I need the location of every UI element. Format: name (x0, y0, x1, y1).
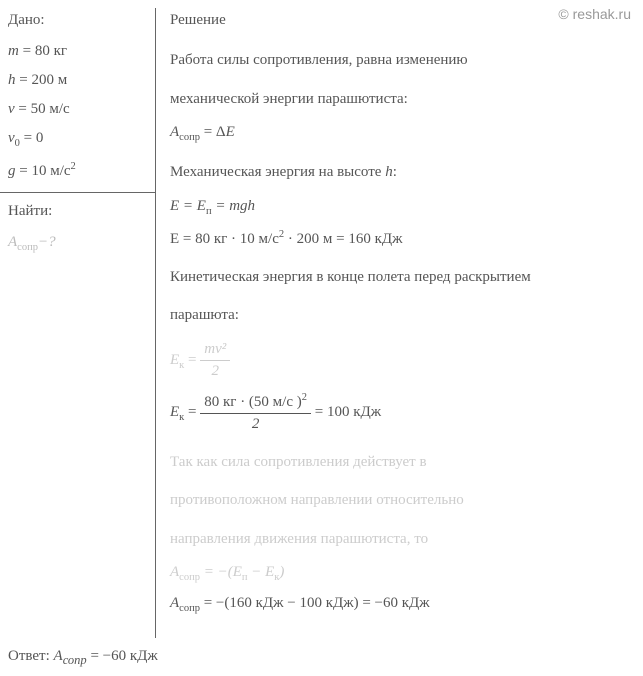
vertical-divider (155, 8, 156, 638)
solution-column: Решение Работа силы сопротивления, равна… (156, 4, 643, 640)
solution-text-4a: Так как сила сопротивления действует в (170, 445, 633, 480)
given-row-v0: v0 = 0 (8, 130, 148, 149)
solution-text-4b: противоположном направлении относительно (170, 483, 633, 518)
given-column: Дано: m = 80 кг h = 200 м v = 50 м/с v0 … (0, 4, 156, 640)
find-title: Найти: (8, 203, 148, 220)
given-row-m: m = 80 кг (8, 43, 148, 60)
given-row-g: g = 10 м/с2 (8, 161, 148, 180)
formula-eq2: E = Eп = mgh (170, 198, 633, 217)
horizontal-divider (0, 192, 156, 193)
solution-text-3b: парашюта: (170, 298, 633, 333)
solution-text-2: Механическая энергия на высоте h: (170, 155, 633, 190)
formula-eq3: E = 80 кг · 10 м/с2 · 200 м = 160 кДж (170, 229, 633, 248)
answer-label: Ответ: (8, 648, 50, 664)
formula-eq4: Eк = mv² 2 (170, 341, 633, 380)
find-row: Aсопр−? (8, 234, 148, 253)
solution-text-1b: механической энергии парашютиста: (170, 82, 633, 117)
given-row-h: h = 200 м (8, 72, 148, 89)
watermark-text: © reshak.ru (558, 6, 631, 22)
formula-eq1: Aсопр = ΔE (170, 124, 633, 143)
solution-text-1a: Работа силы сопротивления, равна изменен… (170, 43, 633, 78)
solution-text-3a: Кинетическая энергия в конце полета пере… (170, 260, 633, 295)
given-row-v: v = 50 м/с (8, 101, 148, 118)
answer-formula: Aсопр = −60 кДж (54, 648, 158, 664)
formula-eq7: Aсопр = −(160 кДж − 100 кДж) = −60 кДж (170, 595, 633, 614)
given-title: Дано: (8, 12, 148, 29)
main-container: Дано: m = 80 кг h = 200 м v = 50 м/с v0 … (0, 0, 643, 640)
answer-row: Ответ: Aсопр = −60 кДж (0, 640, 643, 676)
solution-text-4c: направления движения парашютиста, то (170, 522, 633, 557)
formula-eq5: Eк = 80 кг · (50 м/с )2 2 = 100 кДж (170, 392, 633, 433)
formula-eq6: Aсопр = −(Eп − Eк) (170, 564, 633, 583)
